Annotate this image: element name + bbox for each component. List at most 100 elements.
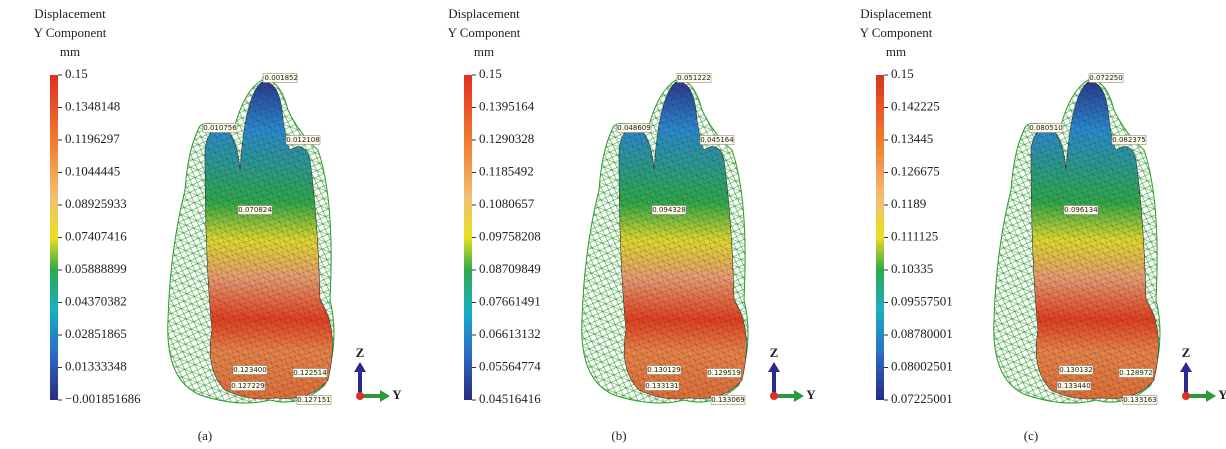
caption: (c) <box>1024 428 1038 443</box>
legend-title: Y Component <box>34 25 107 40</box>
probe-box <box>230 381 266 391</box>
probe-label: 0.130132 <box>1059 366 1092 374</box>
probe-box <box>651 205 687 215</box>
probe-label: 0.070824 <box>238 206 272 214</box>
colorbar-tick-label: 0.13445 <box>891 131 933 146</box>
tooth-mesh <box>205 81 333 399</box>
colorbar-tick-label: 0.08002501 <box>891 358 953 373</box>
colorbar-tick-label: 0.02851865 <box>65 326 127 341</box>
axis-z-label: Z <box>356 345 365 360</box>
probe-box <box>1063 205 1099 215</box>
colorbar-tick-label: 0.09758208 <box>479 228 541 243</box>
probe-box <box>699 135 735 145</box>
y-arrowhead <box>380 390 390 402</box>
colorbar <box>50 75 58 400</box>
colorbar-tick-label: 0.142225 <box>891 98 940 113</box>
legend-title: Y Component <box>448 25 521 40</box>
colorbar-tick-label: 0.10335 <box>891 261 933 276</box>
probe-label: 0.082375 <box>1112 136 1145 144</box>
probe-box <box>285 135 321 145</box>
colorbar-tick-label: 0.111125 <box>891 228 938 243</box>
legend-title: Displacement <box>860 6 932 21</box>
colorbar <box>464 75 472 400</box>
probe-label: 0.133440 <box>1057 382 1090 390</box>
origin <box>770 392 778 400</box>
colorbar-tick-label: 0.09557501 <box>891 293 953 308</box>
probe-box <box>1122 395 1158 405</box>
colorbar <box>876 75 884 400</box>
colorbar-tick-label: 0.07407416 <box>65 228 127 243</box>
probe-box <box>232 365 268 375</box>
probe-label: 0.072250 <box>1089 74 1122 82</box>
colorbar-tick-label: 0.05888899 <box>65 261 127 276</box>
legend-title: mm <box>886 44 906 59</box>
legend-title: mm <box>60 44 80 59</box>
colorbar-tick-label: 0.15 <box>65 66 88 81</box>
colorbar-tick-label: 0.1185492 <box>479 163 534 178</box>
colorbar-tick-label: 0.07225001 <box>891 391 953 406</box>
colorbar-tick-label: 0.15 <box>479 66 502 81</box>
panel: Displacement Y Component mm 0.15 0.1348148 0.… <box>34 6 403 443</box>
axis-y-label: Y <box>806 387 816 402</box>
panel: Displacement Y Component mm 0.15 0.1395164 0.… <box>448 6 817 443</box>
probe-label: 0.010756 <box>203 124 237 132</box>
legend-title: Displacement <box>448 6 520 21</box>
colorbar-tick-label: 0.1044445 <box>65 163 120 178</box>
probe-box <box>1058 365 1094 375</box>
origin <box>356 392 364 400</box>
colorbar-tick-label: 0.1189 <box>891 196 926 211</box>
probe-box <box>296 395 332 405</box>
z-arrowhead <box>354 362 366 372</box>
colorbar-tick-label: −0.001851686 <box>65 391 141 406</box>
probe-label: 0.127151 <box>297 396 330 404</box>
probe-label: 0.048609 <box>617 124 650 132</box>
panel: Displacement Y Component mm 0.15 0.142225 0.1… <box>860 6 1226 443</box>
probe-label: 0.130129 <box>647 366 680 374</box>
probe-box <box>676 73 712 83</box>
probe-label: 0.123400 <box>233 366 266 374</box>
colorbar-tick-label: 0.01333348 <box>65 358 127 373</box>
axis-y-label: Y <box>1218 387 1226 402</box>
probe-label: 0.122514 <box>293 369 327 377</box>
probe-box <box>706 368 742 378</box>
legend-title: Y Component <box>860 25 933 40</box>
probe-label: 0.080510 <box>1029 124 1062 132</box>
probe-label: 0.012108 <box>286 136 319 144</box>
probe-box <box>710 395 746 405</box>
probe-box <box>237 205 273 215</box>
probe-label: -0.001852 <box>262 74 298 82</box>
probe-label: 0.133131 <box>645 382 678 390</box>
probe-box <box>1111 135 1147 145</box>
probe-box <box>1056 381 1092 391</box>
z-arrowhead <box>768 362 780 372</box>
caption: (a) <box>198 428 212 443</box>
probe-label: 0.133163 <box>1123 396 1156 404</box>
probe-label: 0.051222 <box>677 74 710 82</box>
origin <box>1182 392 1190 400</box>
colorbar-tick-label: 0.1395164 <box>479 98 535 113</box>
colorbar-tick-label: 0.1080657 <box>479 196 535 211</box>
colorbar-tick-label: 0.1348148 <box>65 98 120 113</box>
caption: (b) <box>611 428 626 443</box>
probe-label: 0.133069 <box>711 396 744 404</box>
probe-label: 0.127229 <box>231 382 264 390</box>
colorbar-tick-label: 0.08709849 <box>479 261 541 276</box>
tooth-mesh <box>619 81 747 399</box>
probe-label: 0.128972 <box>1119 369 1152 377</box>
colorbar-tick-label: 0.1196297 <box>65 131 120 146</box>
y-arrowhead <box>1206 390 1216 402</box>
probe-box <box>1028 123 1064 133</box>
tooth-mesh <box>1031 81 1159 399</box>
probe-box <box>646 365 682 375</box>
colorbar-tick-label: 0.1290328 <box>479 131 534 146</box>
colorbar-tick-label: 0.08925933 <box>65 196 127 211</box>
colorbar-tick-label: 0.126675 <box>891 163 940 178</box>
probe-label: 0.045164 <box>700 136 734 144</box>
probe-label: 0.096134 <box>1064 206 1098 214</box>
y-arrowhead <box>794 390 804 402</box>
probe-label: 0.129519 <box>707 369 740 377</box>
probe-box <box>262 73 298 83</box>
z-arrowhead <box>1180 362 1192 372</box>
colorbar-tick-label: 0.05564774 <box>479 358 541 373</box>
